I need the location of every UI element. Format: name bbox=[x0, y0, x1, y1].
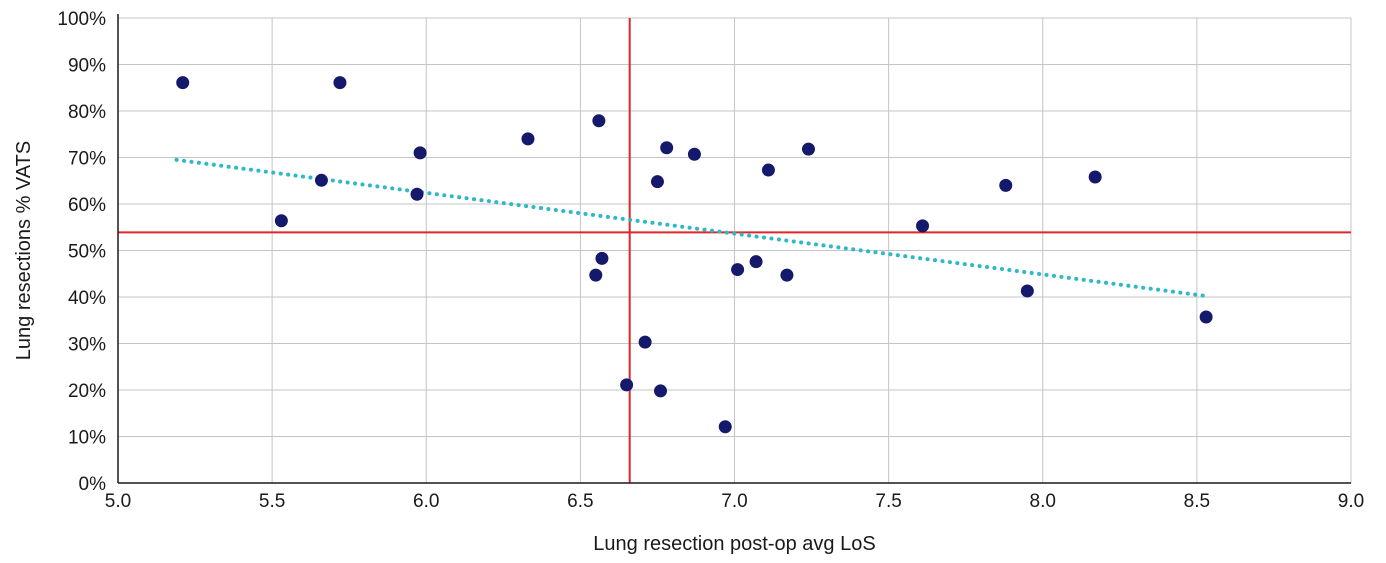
data-point bbox=[638, 335, 652, 349]
x-tick-label: 5.5 bbox=[259, 491, 285, 512]
data-point bbox=[521, 132, 535, 146]
x-tick-label: 6.0 bbox=[413, 491, 439, 512]
data-point bbox=[274, 214, 288, 228]
data-point bbox=[650, 175, 664, 189]
data-point bbox=[916, 219, 930, 233]
data-point bbox=[780, 268, 794, 282]
data-point bbox=[999, 178, 1013, 192]
data-point bbox=[718, 420, 732, 434]
data-point bbox=[333, 76, 347, 90]
x-tick-label: 5.0 bbox=[105, 491, 131, 512]
y-tick-label: 50% bbox=[68, 242, 106, 263]
data-point bbox=[589, 268, 603, 282]
x-tick-label: 8.0 bbox=[1030, 491, 1056, 512]
data-point bbox=[801, 142, 815, 156]
data-point bbox=[749, 255, 763, 269]
data-point bbox=[1020, 284, 1034, 298]
x-tick-label: 7.0 bbox=[721, 491, 747, 512]
data-point bbox=[410, 187, 424, 201]
axes bbox=[117, 14, 1351, 484]
data-point bbox=[654, 384, 668, 398]
data-point bbox=[314, 173, 328, 187]
grid bbox=[118, 17, 1352, 483]
tick-labels: 5.0 5.5 6.0 6.5 7.0 7.5 8.0 8.5 9.0 0% 10% 20% 30% 40… bbox=[57, 9, 1364, 512]
y-tick-label: 90% bbox=[68, 56, 106, 77]
x-tick-label: 6.5 bbox=[567, 491, 593, 512]
data-point bbox=[761, 163, 775, 177]
y-axis-title: Lung resections % VATS bbox=[13, 141, 35, 360]
y-tick-label: 30% bbox=[68, 335, 106, 356]
y-tick-label: 80% bbox=[68, 102, 106, 123]
data-point bbox=[660, 141, 674, 155]
x-tick-label: 8.5 bbox=[1184, 491, 1210, 512]
data-point bbox=[592, 114, 606, 128]
x-tick-label: 9.0 bbox=[1338, 491, 1364, 512]
y-tick-label: 60% bbox=[68, 195, 106, 216]
data-point bbox=[731, 263, 745, 277]
data-point bbox=[687, 147, 701, 161]
y-tick-label: 10% bbox=[68, 428, 106, 449]
data-point bbox=[620, 378, 634, 392]
data-point bbox=[176, 76, 190, 90]
y-tick-label: 100% bbox=[57, 9, 106, 30]
data-point bbox=[1088, 170, 1102, 184]
x-tick-label: 7.5 bbox=[875, 491, 901, 512]
data-point bbox=[413, 146, 427, 160]
y-tick-label: 40% bbox=[68, 288, 106, 309]
y-tick-label: 0% bbox=[79, 474, 107, 495]
x-axis-title: Lung resection post-op avg LoS bbox=[593, 533, 875, 555]
y-tick-label: 20% bbox=[68, 381, 106, 402]
trendline-group bbox=[174, 157, 1206, 298]
data-points bbox=[176, 76, 1213, 434]
trendline bbox=[174, 157, 1206, 298]
data-point bbox=[595, 251, 609, 265]
y-tick-label: 70% bbox=[68, 149, 106, 170]
data-point bbox=[1199, 310, 1213, 324]
